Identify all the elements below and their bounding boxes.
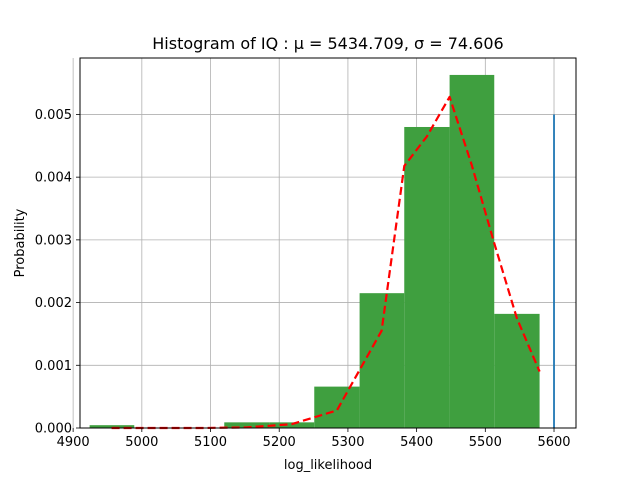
x-tick-label: 4900 [57,435,90,450]
histogram-bars [89,74,540,429]
y-tick-label: 0.000 [35,422,72,437]
histogram-bar [89,425,135,428]
histogram-bar [224,422,270,428]
x-tick-label: 5100 [194,435,227,450]
chart-title: Histogram of IQ : μ = 5434.709, σ = 74.6… [152,34,503,53]
y-tick-label: 0.001 [35,359,72,374]
y-axis-ticks: 0.000 0.001 0.002 0.003 0.004 0.005 [35,108,80,437]
x-tick-label: 5400 [400,435,433,450]
y-tick-label: 0.002 [35,296,72,311]
x-tick-label: 5000 [125,435,158,450]
x-tick-label: 5300 [331,435,364,450]
x-tick-label: 5600 [537,435,570,450]
y-tick-label: 0.004 [35,171,72,186]
histogram-bar [404,126,450,429]
x-tick-label: 5200 [263,435,296,450]
y-tick-label: 0.005 [35,108,72,123]
x-axis-ticks: 4900 5000 5100 5200 5300 5400 5500 5600 [57,428,571,450]
histogram-bar [359,293,405,428]
x-tick-label: 5500 [469,435,502,450]
y-tick-label: 0.003 [35,233,72,248]
histogram-bar [314,386,360,428]
histogram-bar [449,74,495,429]
plot-frame [79,57,577,429]
histogram-bar [494,313,540,428]
x-axis-label: log_likelihood [284,458,372,473]
y-axis-label: Probability [13,208,28,277]
